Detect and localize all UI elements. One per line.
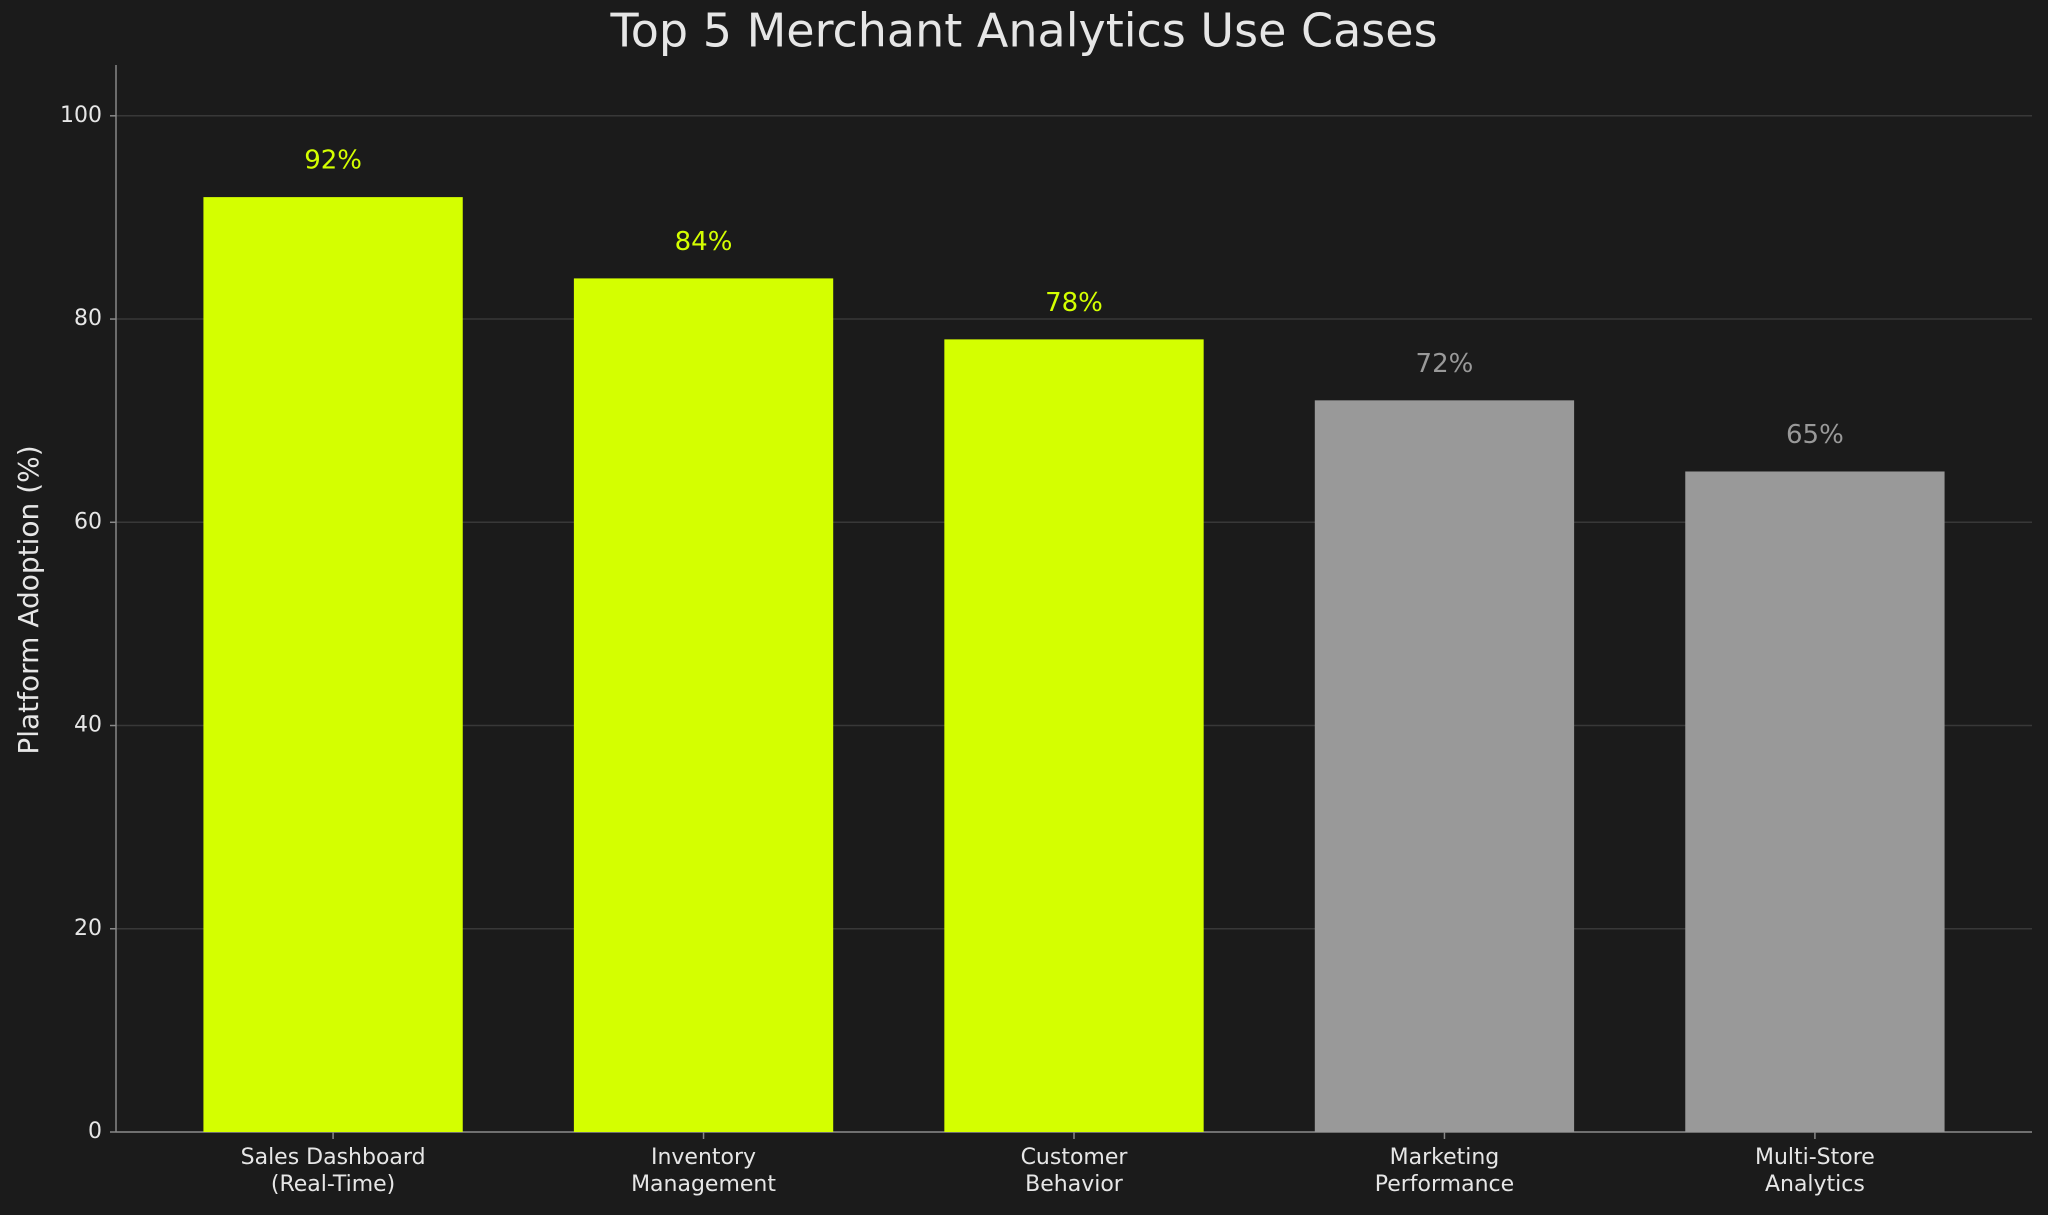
x-tick-label: Inventory Management <box>631 1145 776 1197</box>
bar <box>1685 471 1945 1132</box>
value-label: 65% <box>1786 420 1844 450</box>
y-tick-label: 100 <box>60 103 102 128</box>
chart-title: Top 5 Merchant Analytics Use Cases <box>609 4 1437 58</box>
x-tick-label: Sales Dashboard (Real-Time) <box>240 1145 426 1197</box>
bar <box>203 197 463 1133</box>
bar <box>1314 400 1575 1132</box>
y-tick-label: 40 <box>74 713 102 738</box>
value-label: 78% <box>1045 288 1103 318</box>
value-label: 72% <box>1416 349 1474 379</box>
y-tick-label: 0 <box>88 1119 102 1144</box>
y-tick-label: 20 <box>74 916 102 941</box>
y-tick-label: 60 <box>74 509 102 534</box>
x-tick-label: Multi-Store Analytics <box>1754 1145 1875 1197</box>
x-tick-label: Marketing Performance <box>1374 1145 1515 1197</box>
x-tick-label: Customer Behavior <box>1020 1145 1128 1197</box>
bar <box>944 339 1204 1132</box>
value-label: 92% <box>304 146 362 176</box>
bar <box>573 278 834 1132</box>
value-label: 84% <box>675 227 733 257</box>
y-axis-label: Platform Adoption (%) <box>12 445 45 754</box>
y-tick-label: 80 <box>74 306 102 331</box>
